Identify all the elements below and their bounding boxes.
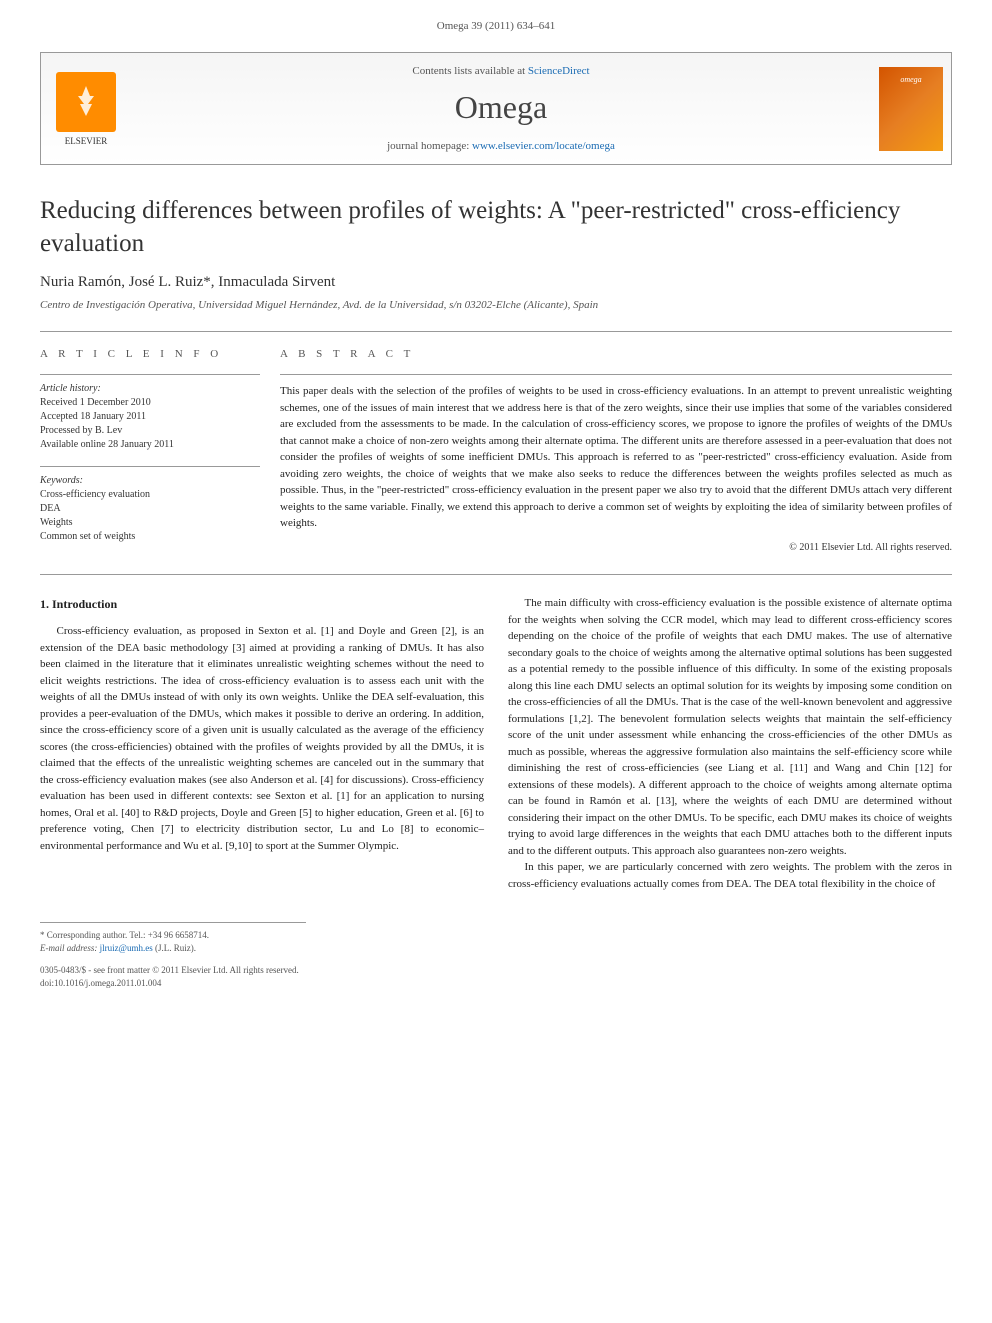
received-line: Received 1 December 2010 [40,396,260,410]
column-right: The main difficulty with cross-efficienc… [508,595,952,892]
email-suffix: (J.L. Ruiz). [155,943,196,953]
homepage-line: journal homepage: www.elsevier.com/locat… [387,140,615,152]
col2-para1: The main difficulty with cross-efficienc… [508,595,952,859]
affiliation: Centro de Investigación Operativa, Unive… [40,299,952,311]
meta-row: A R T I C L E I N F O Article history: R… [40,332,952,574]
section-number: 1. [40,597,49,611]
elsevier-tree-icon [56,72,116,132]
section-title: Introduction [52,597,117,611]
history-block: Article history: Received 1 December 201… [40,374,260,452]
contents-prefix: Contents lists available at [412,65,527,77]
journal-name: Omega [455,89,547,126]
processed-line: Processed by B. Lev [40,424,260,438]
keyword-1: DEA [40,502,260,516]
footer-right [508,922,952,989]
online-line: Available online 28 January 2011 [40,438,260,452]
citation: Omega 39 (2011) 634–641 [437,20,555,32]
elsevier-label: ELSEVIER [65,136,108,146]
elsevier-logo: ELSEVIER [41,53,131,164]
keywords-label: Keywords: [40,475,260,486]
email-label: E-mail address: [40,943,97,953]
abstract-heading: A B S T R A C T [280,348,952,360]
article-title: Reducing differences between profiles of… [40,195,952,260]
article-info: A R T I C L E I N F O Article history: R… [40,348,280,558]
accepted-line: Accepted 18 January 2011 [40,410,260,424]
doi-line: doi:10.1016/j.omega.2011.01.004 [40,977,484,990]
email-link[interactable]: jlruiz@umh.es [100,943,153,953]
issn-line: 0305-0483/$ - see front matter © 2011 El… [40,964,484,977]
homepage-link[interactable]: www.elsevier.com/locate/omega [472,140,615,152]
corr-email-line: E-mail address: jlruiz@umh.es (J.L. Ruiz… [40,942,306,955]
history-label: Article history: [40,383,260,394]
column-left: 1. Introduction Cross-efficiency evaluat… [40,595,484,892]
keyword-0: Cross-efficiency evaluation [40,488,260,502]
cover-label: omega [900,75,921,84]
col1-para1: Cross-efficiency evaluation, as proposed… [40,623,484,854]
footer-block: * Corresponding author. Tel.: +34 96 665… [40,922,952,989]
divider-bottom [40,574,952,575]
corr-tel: * Corresponding author. Tel.: +34 96 665… [40,929,306,942]
keywords-block: Keywords: Cross-efficiency evaluation DE… [40,466,260,544]
section-heading: 1. Introduction [40,595,484,613]
footer-left: * Corresponding author. Tel.: +34 96 665… [40,922,484,989]
page-header: Omega 39 (2011) 634–641 [0,0,992,42]
abstract-copyright: © 2011 Elsevier Ltd. All rights reserved… [280,542,952,553]
journal-banner: ELSEVIER Contents lists available at Sci… [40,52,952,165]
authors: Nuria Ramón, José L. Ruiz*, Inmaculada S… [40,274,952,291]
homepage-prefix: journal homepage: [387,140,472,152]
article-info-heading: A R T I C L E I N F O [40,348,260,360]
journal-cover: omega [871,53,951,164]
abstract-text: This paper deals with the selection of t… [280,374,952,532]
body-section: 1. Introduction Cross-efficiency evaluat… [40,595,952,892]
banner-center: Contents lists available at ScienceDirec… [131,53,871,164]
abstract-column: A B S T R A C T This paper deals with th… [280,348,952,558]
cover-thumbnail: omega [879,67,943,151]
col2-para2: In this paper, we are particularly conce… [508,859,952,892]
corresponding-author: * Corresponding author. Tel.: +34 96 665… [40,922,306,954]
sciencedirect-link[interactable]: ScienceDirect [528,65,590,77]
contents-line: Contents lists available at ScienceDirec… [412,65,589,77]
keyword-3: Common set of weights [40,530,260,544]
keyword-2: Weights [40,516,260,530]
